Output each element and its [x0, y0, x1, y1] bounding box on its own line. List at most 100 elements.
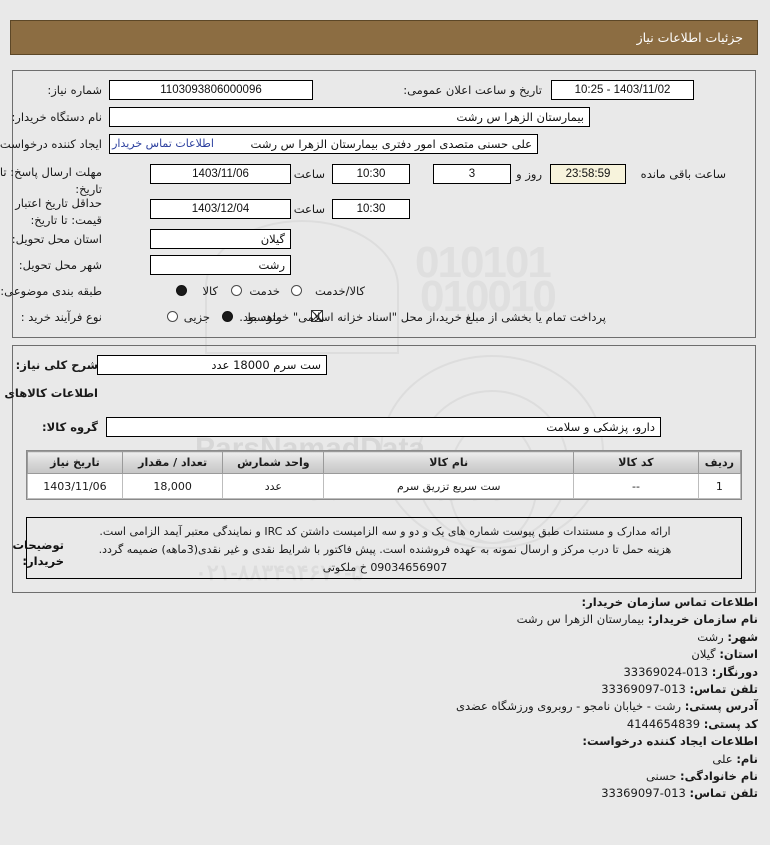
buyer-contact-label-phone: تلفن تماس: [689, 682, 758, 697]
buyer-contact-value-address: رشت - خیابان نامجو - روبروی ورزشگاه عضدی [455, 699, 682, 714]
requester-contact-value-firstname: علی [712, 751, 733, 766]
buyer-contact-label-address: آدرس پستی: [684, 699, 758, 714]
buyer-contact-value-postal: 4144654839 [626, 716, 701, 731]
buyer-contact-label-province: استان: [719, 647, 758, 662]
category-option-label-1: خدمت [249, 284, 280, 298]
buyer-notes-line-3: 09034656907 خ ملکوتی [322, 561, 448, 574]
th-unit: واحد شمارش [222, 451, 325, 474]
cell-qty: 18,000 [121, 473, 224, 499]
page-title: جزئیات اطلاعات نیاز [636, 30, 743, 45]
page-header-banner: جزئیات اطلاعات نیاز [10, 20, 758, 55]
process-radio-motavasset[interactable] [222, 311, 233, 322]
deadline-time-field[interactable]: 10:30 [332, 164, 410, 184]
buyer-notes-label-line1: توضیحات [12, 538, 65, 552]
buyer-notes-label-line2: خریدار: [22, 554, 64, 568]
requester-contact-label-phone: تلفن تماس: [689, 786, 758, 801]
buyer-notes-box [26, 517, 742, 579]
buyer-contact-row-address: آدرس پستی: رشت - خیابان نامجو - روبروی و… [12, 698, 758, 715]
countdown-timer-field: 23:58:59 [550, 164, 626, 184]
buyer-org-label: نام دستگاه خریدار: [11, 110, 102, 124]
deadline-label-line2: تاریخ: [75, 182, 102, 196]
buyer-notes-line-2: هزینه حمل تا درب مرکز و ارسال نمونه به ع… [98, 543, 672, 556]
deadline-date-field[interactable]: 1403/11/06 [150, 164, 291, 184]
min-validity-date-field[interactable]: 1403/12/04 [150, 199, 291, 219]
category-option-label-0: کالا [202, 284, 218, 298]
requester-contact-row-phone: تلفن تماس: 33369097-013 [12, 785, 758, 802]
general-desc-field[interactable]: ست سرم 18000 عدد [97, 355, 327, 375]
category-label: طبقه بندی موضوعی: [0, 284, 102, 298]
category-radio-kala-khedmat[interactable] [291, 285, 302, 296]
th-date: تاریخ نیاز [27, 451, 123, 474]
category-radio-kala[interactable] [176, 285, 187, 296]
deadline-hour-label: ساعت [293, 167, 325, 181]
buyer-contact-value-fax: 33369024-013 [623, 664, 709, 679]
process-label: نوع فرآیند خرید : [20, 310, 102, 324]
need-info-panel [12, 70, 756, 338]
treasury-bond-checkbox[interactable] [311, 310, 323, 322]
th-code: کد کالا [573, 451, 699, 474]
requester-label: ایجاد کننده درخواست: [0, 137, 102, 151]
city-field[interactable]: رشت [150, 255, 291, 275]
public-announce-label: تاریخ و ساعت اعلان عمومی: [403, 83, 542, 97]
buyer-org-field[interactable]: بیمارستان الزهرا س رشت [109, 107, 590, 127]
public-announce-field[interactable]: 1403/11/02 - 10:25 [551, 80, 694, 100]
city-label: شهر محل تحویل: [18, 258, 102, 272]
buyer-contact-label-postal: کد پستی: [703, 716, 758, 731]
requester-contact-value-lastname: حسنی [645, 769, 677, 784]
min-validity-label-line1: حداقل تاریخ اعتبار [15, 196, 102, 210]
buyer-contact-row-city: شهر: رشت [12, 629, 758, 646]
requester-field[interactable]: علی حسنی متصدی امور دفتری بیمارستان الزه… [109, 134, 538, 154]
min-validity-time-field[interactable]: 10:30 [332, 199, 410, 219]
buyer-contact-label-city: شهر: [727, 629, 758, 644]
buyer-contact-row-phone: تلفن تماس: 33369097-013 [12, 681, 758, 698]
cell-date: 1403/11/06 [27, 473, 123, 499]
items-table-wrapper: ردیف کد کالا نام کالا واحد شمارش تعداد /… [26, 450, 742, 500]
buyer-contact-label-org: نام سازمان خریدار: [647, 612, 758, 627]
need-number-field[interactable]: 1103093806000096 [109, 80, 313, 100]
countdown-label: ساعت باقی مانده [640, 167, 726, 181]
buyer-notes-content: ارائه مدارک و مستندات طبق پیوست شماره ها… [40, 523, 730, 577]
process-radio-jozii[interactable] [167, 311, 178, 322]
goods-group-label: گروه کالا: [42, 420, 98, 434]
buyer-notes-line-1: ارائه مدارک و مستندات طبق پیوست شماره ها… [99, 525, 671, 538]
requester-contact-heading: اطلاعات ایجاد کننده درخواست: [582, 734, 758, 749]
buyer-contact-label-fax: دورنگار: [711, 664, 758, 679]
category-option-label-2: کالا/خدمت [314, 284, 365, 298]
buyer-contact-row-org: نام سازمان خریدار: بیمارستان الزهرا س رش… [12, 611, 758, 628]
requester-contact-label-firstname: نام: [736, 751, 758, 766]
contact-info-section: اطلاعات تماس سازمان خریدار: نام سازمان خ… [12, 594, 758, 803]
buyer-contact-row-postal: کد پستی: 4144654839 [12, 716, 758, 733]
province-field[interactable]: گیلان [150, 229, 291, 249]
days-label: روز و [516, 167, 542, 181]
th-name: نام کالا [323, 451, 575, 474]
need-number-label: شماره نیاز: [47, 83, 102, 97]
buyer-contact-value-city: رشت [697, 629, 724, 644]
treasury-bond-note: پرداخت تمام یا بخشی از مبلغ خرید،از محل … [239, 310, 606, 324]
general-desc-label: شرح کلی نیاز: [15, 358, 98, 372]
process-option-label-0: جزیی [183, 310, 210, 324]
buyer-contact-link[interactable]: اطلاعات تماس خریدار [112, 137, 214, 150]
goods-group-field[interactable]: دارو، پزشکی و سلامت [106, 417, 661, 437]
buyer-contact-value-org: بیمارستان الزهرا س رشت [516, 612, 645, 627]
deadline-label-line1: مهلت ارسال پاسخ: تا [0, 165, 102, 179]
remaining-days-field[interactable]: 3 [433, 164, 511, 184]
requester-contact-value-phone: 33369097-013 [601, 786, 686, 801]
category-radio-khedmat[interactable] [231, 285, 242, 296]
items-table: ردیف کد کالا نام کالا واحد شمارش تعداد /… [27, 451, 742, 499]
table-row: 1 -- ست سریع تزریق سرم عدد 18,000 1403/1… [27, 473, 742, 499]
goods-info-panel [12, 345, 756, 593]
min-validity-hour-label: ساعت [293, 202, 325, 216]
buyer-contact-value-province: گیلان [691, 647, 716, 662]
process-option-label-1: متوسط [245, 310, 282, 324]
buyer-contact-heading: اطلاعات تماس سازمان خریدار: [581, 595, 758, 609]
buyer-contact-row-fax: دورنگار: 33369024-013 [12, 664, 758, 681]
cell-unit: عدد [222, 473, 325, 499]
buyer-contact-value-phone: 33369097-013 [601, 682, 686, 697]
requester-contact-row-firstname: نام: علی [12, 751, 758, 768]
buyer-contact-row-province: استان: گیلان [12, 646, 758, 663]
cell-radif: 1 [697, 473, 742, 499]
table-header-row: ردیف کد کالا نام کالا واحد شمارش تعداد /… [27, 451, 742, 474]
cell-code: -- [573, 473, 699, 499]
